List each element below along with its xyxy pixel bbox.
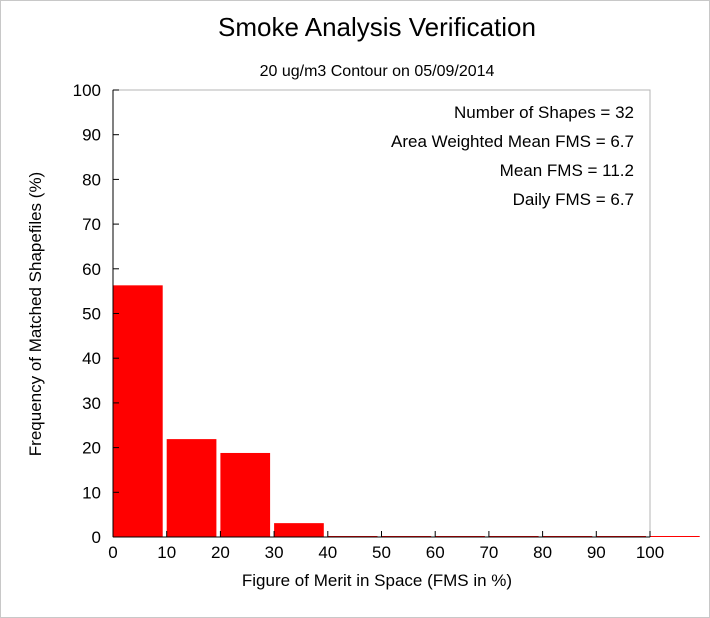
y-tick-label: 100 [73,81,101,100]
x-tick-label: 90 [587,543,606,562]
y-tick-label: 40 [82,349,101,368]
y-tick-label: 20 [82,439,101,458]
x-axis-label: Figure of Merit in Space (FMS in %) [242,571,512,590]
chart-title: Smoke Analysis Verification [218,12,536,42]
y-tick-label: 60 [82,260,101,279]
y-tick-label: 90 [82,126,101,145]
stat-annotation: Daily FMS = 6.7 [513,190,634,209]
x-tick-group: 0 10 20 30 40 50 60 70 80 90 100 [108,531,664,562]
bar-3 [274,523,324,537]
x-tick-label: 50 [372,543,391,562]
stat-annotation: Mean FMS = 11.2 [500,161,634,180]
stats-annotation-group: Number of Shapes = 32 Area Weighted Mean … [391,103,634,209]
stat-annotation: Number of Shapes = 32 [454,103,634,122]
y-tick-label: 0 [92,528,101,547]
x-tick-label: 30 [265,543,284,562]
x-tick-label: 20 [211,543,230,562]
bar-group [113,285,700,537]
stat-annotation: Area Weighted Mean FMS = 6.7 [391,132,634,151]
y-tick-label: 30 [82,394,101,413]
chart-subtitle: 20 ug/m3 Contour on 05/09/2014 [260,63,495,80]
x-tick-label: 70 [479,543,498,562]
y-tick-label: 80 [82,170,101,189]
y-tick-label: 10 [82,483,101,502]
bar-2 [220,452,271,537]
x-tick-label: 10 [157,543,176,562]
y-axis-label: Frequency of Matched Shapefiles (%) [26,172,45,456]
x-tick-label: 0 [108,543,117,562]
x-tick-label: 40 [318,543,337,562]
y-tick-label: 50 [82,305,101,324]
bar-0 [113,285,163,537]
x-tick-label: 60 [426,543,445,562]
bar-1 [166,439,217,537]
y-tick-group: 0 10 20 30 40 50 60 70 80 90 100 [73,81,119,547]
y-tick-label: 70 [82,215,101,234]
bar-10 [650,536,700,537]
x-tick-label: 100 [636,543,664,562]
x-tick-label: 80 [533,543,552,562]
